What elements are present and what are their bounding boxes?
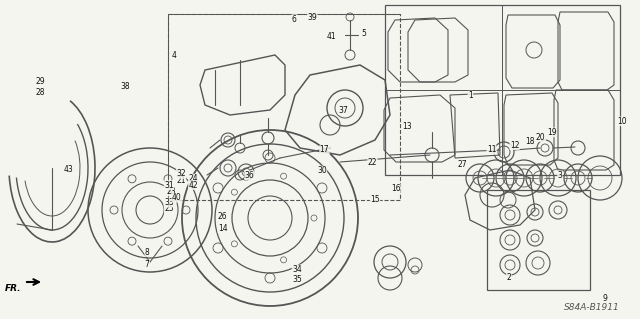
Text: 28: 28 — [36, 88, 45, 97]
Text: 10: 10 — [617, 117, 627, 126]
Text: 1: 1 — [468, 91, 473, 100]
Text: 29: 29 — [35, 77, 45, 86]
Text: 34: 34 — [292, 265, 302, 274]
Text: 39: 39 — [307, 13, 317, 22]
Text: 18: 18 — [525, 137, 534, 146]
Text: 6: 6 — [292, 15, 297, 24]
Text: 19: 19 — [547, 128, 557, 137]
Text: 31: 31 — [164, 181, 174, 189]
Text: 8: 8 — [145, 248, 150, 256]
Text: 20: 20 — [536, 133, 546, 142]
Text: 26: 26 — [218, 212, 228, 221]
Text: 4: 4 — [172, 51, 177, 60]
Text: 9: 9 — [602, 294, 607, 303]
Text: 21: 21 — [177, 176, 186, 185]
Text: 24: 24 — [188, 174, 198, 183]
Text: 12: 12 — [510, 141, 519, 150]
Text: 42: 42 — [188, 181, 198, 189]
Text: 3: 3 — [557, 171, 563, 180]
Text: 43: 43 — [63, 165, 74, 174]
Text: FR.: FR. — [5, 284, 22, 293]
Text: 36: 36 — [244, 171, 255, 180]
Text: 40: 40 — [172, 193, 182, 202]
Text: 11: 11 — [487, 145, 496, 154]
Text: 14: 14 — [218, 224, 228, 233]
Text: 37: 37 — [338, 106, 348, 115]
Text: 16: 16 — [390, 184, 401, 193]
Text: 35: 35 — [292, 275, 302, 284]
Text: 38: 38 — [120, 82, 130, 91]
Text: 7: 7 — [145, 260, 150, 269]
Text: 23: 23 — [166, 187, 176, 196]
Text: 41: 41 — [326, 32, 337, 41]
Text: 2: 2 — [506, 273, 511, 282]
Text: 25: 25 — [164, 204, 174, 213]
Text: 15: 15 — [370, 195, 380, 204]
Text: 30: 30 — [317, 166, 327, 175]
Text: S84A-B1911: S84A-B1911 — [564, 303, 620, 313]
Text: 32: 32 — [176, 169, 186, 178]
Text: 27: 27 — [457, 160, 467, 169]
Text: 33: 33 — [164, 198, 174, 207]
Text: 22: 22 — [368, 158, 377, 167]
Text: 17: 17 — [319, 145, 330, 154]
Text: 13: 13 — [402, 122, 412, 130]
Text: 5: 5 — [361, 29, 366, 38]
